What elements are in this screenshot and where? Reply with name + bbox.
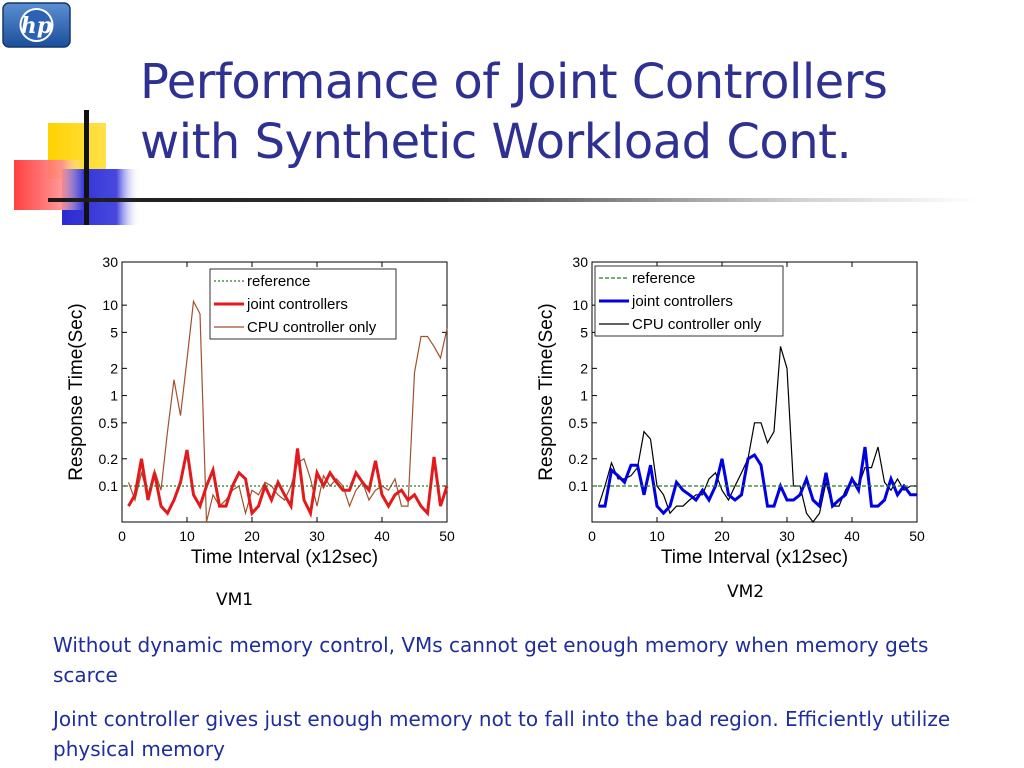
vm2-caption: VM2 — [727, 582, 765, 602]
series-line-joint-controllers — [127, 448, 449, 519]
paragraph-1: Without dynamic memory control, VMs cann… — [53, 633, 929, 687]
x-tick-label: 10 — [649, 528, 665, 544]
title-divider — [48, 198, 978, 202]
x-tick-label: 20 — [244, 528, 260, 544]
decorative-squares — [0, 105, 140, 230]
legend-label: joint controllers — [246, 296, 348, 313]
x-tick-label: 0 — [588, 528, 596, 544]
y-tick-label: 0.5 — [99, 415, 119, 431]
hp-logo-graphic: hp — [2, 2, 71, 48]
title-line-2: with Synthetic Workload Cont. — [140, 114, 852, 170]
legend-label: CPU controller only — [632, 316, 762, 333]
x-axis-label: Time Interval (x12sec) — [661, 547, 848, 568]
y-tick-label: 5 — [580, 324, 588, 340]
legend-label: reference — [632, 270, 695, 287]
y-tick-label: 0.2 — [569, 451, 589, 467]
y-tick-label: 0.1 — [99, 478, 119, 494]
vm1-chart: 0 10 20 30 40 50 0.1 0.2 0.5 1 2 5 10 30 Time Interval… — [55, 245, 455, 568]
legend-label: joint controllers — [631, 293, 733, 310]
x-tick-label: 10 — [179, 528, 195, 544]
chart-svg: 0 10 20 30 40 50 0.1 0.2 0.5 1 2 5 10 30 Time Interval… — [536, 254, 925, 568]
y-tick-label: 0.5 — [569, 415, 589, 431]
series-line-joint-controllers — [598, 446, 917, 516]
x-tick-label: 0 — [118, 528, 126, 544]
y-tick-label: 30 — [102, 254, 118, 270]
y-tick-label: 0.2 — [99, 451, 119, 467]
y-tick-label: 1 — [110, 388, 118, 404]
series-line-cpu-controller-only — [597, 346, 917, 524]
y-tick-label: 2 — [110, 360, 118, 376]
plot-frame — [121, 261, 448, 523]
y-tick-label: 1 — [580, 388, 588, 404]
y-tick-label: 0.1 — [569, 478, 589, 494]
x-axis-label: Time Interval (x12sec) — [191, 547, 378, 568]
y-tick-label: 10 — [572, 297, 588, 313]
legend: reference joint controllers CPU controller… — [209, 268, 397, 340]
legend: reference joint controllers CPU controller… — [594, 265, 784, 337]
x-tick-label: 40 — [844, 528, 860, 544]
x-tick-label: 30 — [779, 528, 795, 544]
legend-label: reference — [247, 273, 310, 290]
x-tick-label: 30 — [309, 528, 325, 544]
plot-frame — [591, 261, 918, 523]
legend-label: CPU controller only — [247, 319, 377, 336]
y-axis-label: Response Time(Sec) — [66, 303, 87, 480]
y-tick-label: 10 — [102, 297, 118, 313]
vm2-chart: 0 10 20 30 40 50 0.1 0.2 0.5 1 2 5 10 30 Time Interval… — [525, 245, 925, 568]
title-line-1: Performance of Joint Controllers — [140, 54, 888, 110]
series-line-cpu-controller-only — [127, 299, 448, 523]
y-tick-label: 2 — [580, 360, 588, 376]
hp-logo-text: hp — [21, 13, 53, 39]
x-tick-label: 20 — [714, 528, 730, 544]
x-tick-label: 50 — [909, 528, 925, 544]
chart-svg: 0 10 20 30 40 50 0.1 0.2 0.5 1 2 5 10 30 Time Interval… — [66, 254, 455, 568]
y-tick-label: 30 — [572, 254, 588, 270]
x-tick-label: 40 — [374, 528, 390, 544]
x-tick-label: 50 — [439, 528, 455, 544]
y-tick-label: 5 — [110, 324, 118, 340]
vm1-caption: VM1 — [216, 590, 254, 610]
hp-logo: hp — [2, 2, 71, 48]
y-axis-label: Response Time(Sec) — [536, 303, 557, 480]
slide-title: Performance of Joint Controllers with Sy… — [140, 52, 1010, 172]
paragraph-2: Joint controller gives just enough memor… — [53, 707, 951, 761]
